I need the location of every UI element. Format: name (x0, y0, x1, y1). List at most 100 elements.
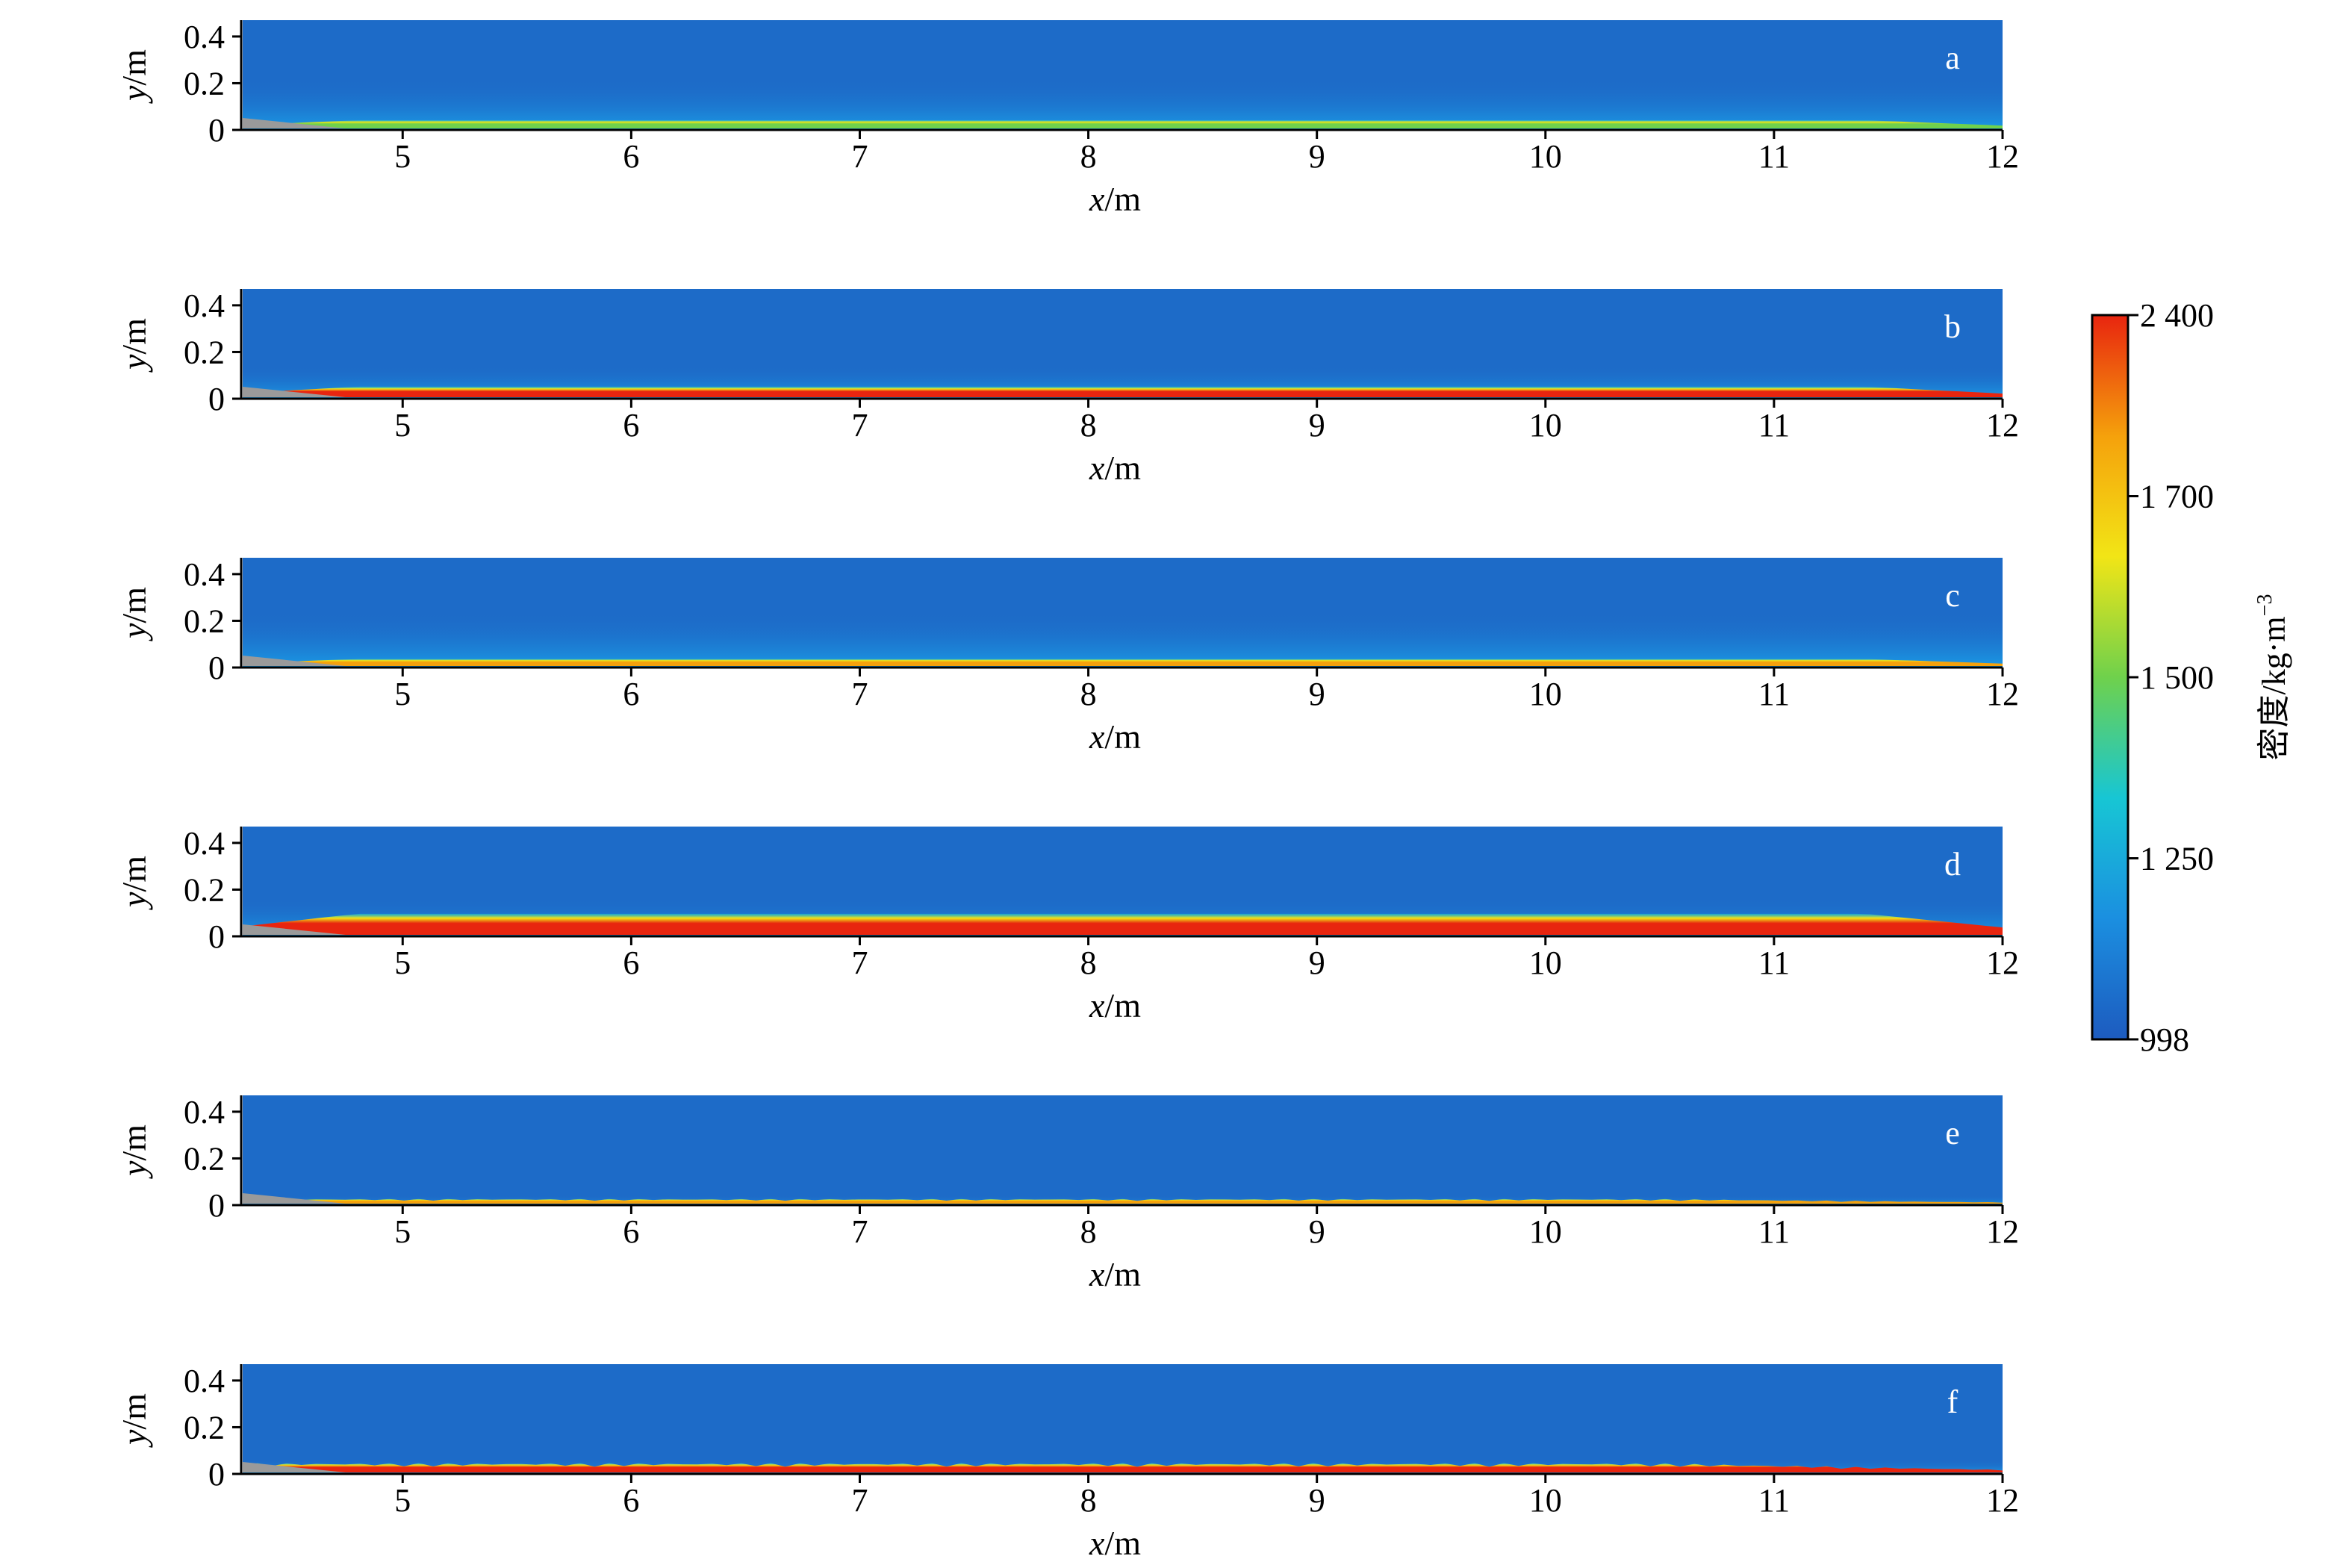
y-tick-label: 0 (208, 918, 225, 955)
panel-c: 5 6 7 8 9 10 11 12 0 0.2 0.4 x/m y/m c (115, 556, 2019, 756)
x-tick-label: 9 (1309, 676, 1325, 712)
x-tick-label: 7 (851, 945, 868, 981)
panel-d: 5 6 7 8 9 10 11 12 0 0.2 0.4 x/m y/m d (115, 825, 2019, 1024)
inlet-wedge (243, 118, 346, 128)
x-tick-label: 5 (394, 1213, 411, 1250)
y-tick-label: 0 (208, 112, 225, 149)
inlet-wedge (243, 656, 346, 666)
colorbar: 998 1 250 1 500 1 700 2 400 密度/kg·m−3 (2091, 297, 2292, 1058)
x-axis-label: x/m (1089, 718, 1141, 756)
x-tick-label: 6 (623, 945, 639, 981)
x-tick-label: 9 (1309, 407, 1325, 444)
y-axis-label: y/m (115, 49, 153, 104)
panel-label: d (1944, 846, 1961, 883)
colorbar-title: 密度/kg·m−3 (2253, 594, 2292, 761)
x-tick-label: 12 (1986, 945, 2019, 981)
y-tick-label: 0 (208, 381, 225, 417)
x-tick-label: 10 (1529, 407, 1562, 444)
x-axis-label: x/m (1089, 986, 1141, 1024)
panel-b: 5 6 7 8 9 10 11 12 0 0.2 0.4 x/m y/m b (115, 287, 2019, 487)
y-tick-label: 0.2 (184, 1409, 225, 1446)
x-tick-label: 11 (1758, 676, 1790, 712)
x-tick-label: 7 (851, 138, 868, 175)
panel-label: e (1945, 1115, 1960, 1151)
x-tick-label: 8 (1080, 945, 1097, 981)
panel-label: a (1945, 40, 1960, 76)
y-axis-label: y/m (115, 587, 153, 641)
y-axis-label: y/m (115, 1124, 153, 1179)
y-axis-label: y/m (115, 318, 153, 373)
x-tick-label: 6 (623, 407, 639, 444)
x-tick-label: 10 (1529, 676, 1562, 712)
colorbar-tick-label: 1 500 (2140, 659, 2214, 696)
y-tick-label: 0.4 (184, 1363, 225, 1399)
colorbar-tick-label: 2 400 (2140, 297, 2214, 334)
y-tick-label: 0.2 (184, 334, 225, 370)
y-tick-label: 0.4 (184, 1094, 225, 1130)
panel-a: 5 6 7 8 9 10 11 12 0 0.2 0.4 x/m y/m a (115, 19, 2019, 218)
colorbar-tick-label: 1 250 (2140, 841, 2214, 877)
x-tick-label: 7 (851, 1213, 868, 1250)
x-tick-label: 10 (1529, 138, 1562, 175)
x-tick-label: 10 (1529, 1482, 1562, 1519)
x-tick-label: 11 (1758, 407, 1790, 444)
x-tick-label: 9 (1309, 945, 1325, 981)
y-tick-label: 0 (208, 650, 225, 686)
panel-background (243, 1364, 2003, 1474)
x-tick-label: 8 (1080, 1213, 1097, 1250)
x-tick-label: 5 (394, 407, 411, 444)
y-tick-label: 0.4 (184, 287, 225, 324)
panel-background (243, 1095, 2003, 1205)
x-tick-label: 11 (1758, 1482, 1790, 1519)
x-tick-label: 12 (1986, 138, 2019, 175)
x-tick-label: 12 (1986, 407, 2019, 444)
x-tick-label: 10 (1529, 945, 1562, 981)
x-axis-label: x/m (1089, 449, 1141, 487)
x-tick-label: 12 (1986, 1482, 2019, 1519)
inlet-wedge (243, 387, 346, 397)
inlet-wedge (243, 1193, 346, 1204)
y-tick-label: 0.2 (184, 1140, 225, 1177)
x-tick-label: 9 (1309, 1482, 1325, 1519)
x-tick-label: 6 (623, 1213, 639, 1250)
panel-label: b (1944, 308, 1961, 345)
x-tick-label: 5 (394, 1482, 411, 1519)
x-tick-label: 9 (1309, 1213, 1325, 1250)
dense-layer (243, 120, 2003, 128)
inlet-wedge (243, 1462, 346, 1472)
dense-layer (243, 1198, 2003, 1204)
panel-e: 5 6 7 8 9 10 11 12 0 0.2 0.4 x/m y/m e (115, 1094, 2019, 1293)
y-axis-label: y/m (115, 1393, 153, 1448)
x-tick-label: 11 (1758, 1213, 1790, 1250)
x-tick-label: 9 (1309, 138, 1325, 175)
dense-layer (243, 659, 2003, 666)
y-tick-label: 0 (208, 1456, 225, 1493)
x-axis-label: x/m (1089, 1255, 1141, 1293)
x-tick-label: 8 (1080, 138, 1097, 175)
colorbar-tick-label: 1 700 (2140, 479, 2214, 515)
x-tick-label: 12 (1986, 676, 2019, 712)
panel-label: f (1947, 1384, 1959, 1420)
y-tick-label: 0.2 (184, 871, 225, 908)
x-tick-label: 5 (394, 945, 411, 981)
x-axis-label: x/m (1089, 180, 1141, 218)
x-tick-label: 5 (394, 138, 411, 175)
panel-f: 5 6 7 8 9 10 11 12 0 0.2 0.4 x/m y/m f (115, 1363, 2019, 1562)
x-tick-label: 8 (1080, 676, 1097, 712)
dense-layer (243, 1463, 2003, 1472)
x-tick-label: 8 (1080, 1482, 1097, 1519)
x-tick-label: 7 (851, 676, 868, 712)
x-axis-label: x/m (1089, 1524, 1141, 1562)
y-tick-label: 0.4 (184, 825, 225, 862)
inlet-wedge (243, 924, 346, 935)
x-tick-label: 11 (1758, 945, 1790, 981)
y-tick-label: 0.4 (184, 19, 225, 55)
x-tick-label: 6 (623, 676, 639, 712)
x-tick-label: 10 (1529, 1213, 1562, 1250)
x-tick-label: 11 (1758, 138, 1790, 175)
panel-label: c (1945, 577, 1960, 614)
colorbar-tick-label: 998 (2140, 1021, 2189, 1058)
y-tick-label: 0.2 (184, 65, 225, 102)
colorbar-bar (2091, 314, 2129, 1041)
